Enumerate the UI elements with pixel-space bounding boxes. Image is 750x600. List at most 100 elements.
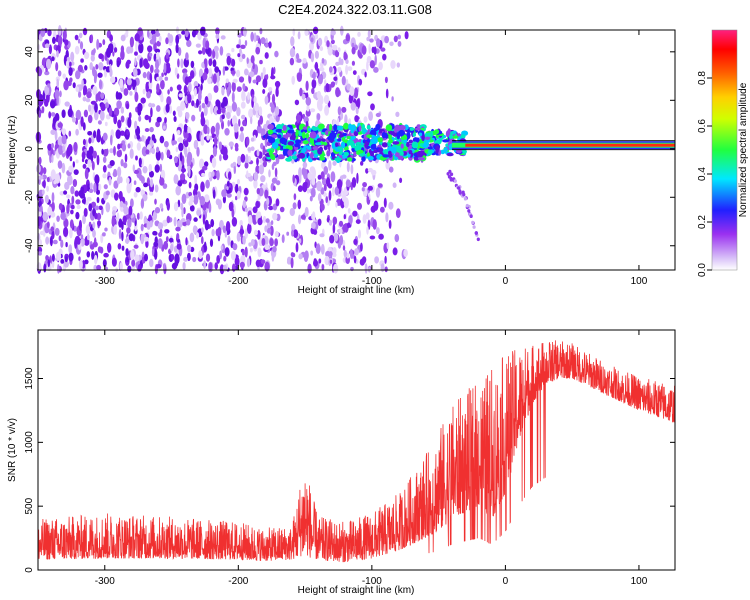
spectrogram-noise-cell xyxy=(236,69,241,78)
spectrogram-signal-cell xyxy=(448,134,453,140)
spectrogram-noise-cell xyxy=(330,39,335,45)
spectrogram-noise-cell xyxy=(298,238,302,244)
spectrogram-noise-cell xyxy=(231,91,235,103)
spectrogram-noise-cell xyxy=(58,203,63,211)
spectrogram-signal-cell xyxy=(308,127,312,132)
spectrogram-noise-cell xyxy=(175,34,180,45)
spectrogram-noise-cell xyxy=(46,185,49,192)
spectrogram-noise-cell xyxy=(219,264,225,275)
spectrogram-noise-cell xyxy=(94,254,98,265)
spectrogram-noise-cell xyxy=(310,37,314,43)
spectrogram-noise-cell xyxy=(345,64,349,75)
spectrogram-noise-cell xyxy=(51,192,55,203)
spectrogram-noise-cell xyxy=(126,130,129,136)
spectrogram-noise-cell xyxy=(164,76,169,81)
spectrogram-branch-cell xyxy=(471,220,475,225)
spectrogram-y-tick-label: -20 xyxy=(24,190,35,205)
spectrogram-noise-cell xyxy=(191,30,197,38)
spectrogram-signal-cell xyxy=(379,128,383,134)
spectrogram-noise-cell xyxy=(260,175,266,183)
spectrogram-noise-cell xyxy=(269,225,274,236)
spectrogram-noise-cell xyxy=(80,116,84,127)
spectrogram-noise-cell xyxy=(215,198,221,206)
spectrogram-noise-cell xyxy=(158,35,162,43)
spectrogram-branch-cell xyxy=(449,178,453,182)
spectrogram-noise-cell xyxy=(77,64,83,73)
spectrogram-noise-cell xyxy=(43,263,47,273)
spectrogram-noise-cell xyxy=(145,149,150,155)
spectrogram-noise-cell xyxy=(404,31,409,40)
spectrogram-noise-cell xyxy=(166,201,170,211)
spectrogram-noise-cell xyxy=(199,158,205,169)
spectrogram-noise-cell xyxy=(75,128,79,136)
spectrogram-noise-cell xyxy=(86,251,91,258)
spectrogram-noise-cell xyxy=(45,58,52,70)
spectrogram-noise-cell xyxy=(236,190,241,199)
spectrogram-noise-cell xyxy=(236,232,241,242)
spectrogram-noise-cell xyxy=(356,98,360,110)
spectrogram-noise-cell xyxy=(228,141,234,147)
spectrogram-noise-cell xyxy=(227,171,232,181)
spectrogram-noise-cell xyxy=(182,262,186,270)
spectrogram-signal-cell xyxy=(311,126,319,131)
spectrogram-noise-cell xyxy=(42,167,47,175)
spectrogram-noise-cell xyxy=(329,234,335,244)
spectrogram-noise-cell xyxy=(39,93,43,100)
spectrogram-noise-cell xyxy=(197,91,202,102)
spectrogram-noise-cell xyxy=(201,102,206,109)
spectrogram-noise-cell xyxy=(200,26,206,36)
spectrogram-noise-cell xyxy=(176,73,180,79)
spectrogram-noise-cell xyxy=(262,89,266,94)
spectrogram-noise-cell xyxy=(361,187,365,192)
spectrogram-noise-cell xyxy=(155,150,161,161)
spectrogram-signal-cell xyxy=(319,156,326,161)
spectrogram-noise-cell xyxy=(149,258,154,268)
spectrogram-noise-cell xyxy=(70,186,75,195)
spectrogram-signal-cell xyxy=(337,125,344,131)
spectrogram-noise-cell xyxy=(257,217,263,226)
spectrogram-noise-cell xyxy=(151,147,156,155)
spectrogram-signal-cell xyxy=(408,150,413,155)
spectrogram-noise-cell xyxy=(138,115,142,122)
spectrogram-noise-cell xyxy=(113,224,118,235)
spectrogram-noise-cell xyxy=(156,116,162,123)
spectrogram-branch-cell xyxy=(476,237,480,242)
spectrogram-noise-cell xyxy=(188,167,191,178)
spectrogram-noise-cell xyxy=(209,238,214,247)
spectrogram-noise-cell xyxy=(98,62,104,71)
spectrogram-noise-cell xyxy=(369,235,376,240)
spectrogram-noise-cell xyxy=(179,151,183,162)
spectrogram-noise-cell xyxy=(84,51,90,60)
spectrogram-noise-cell xyxy=(237,155,242,166)
spectrogram-signal-cell xyxy=(329,123,333,131)
spectrogram-noise-cell xyxy=(226,193,232,198)
spectrogram-noise-cell xyxy=(193,139,199,150)
spectrogram-noise-cell xyxy=(191,100,195,107)
spectrogram-noise-cell xyxy=(352,210,358,217)
spectrogram-noise-cell xyxy=(146,91,151,99)
colorbar-tick-label: 0.6 xyxy=(697,119,708,133)
spectrogram-branch-cell xyxy=(474,231,478,235)
spectrogram-noise-cell xyxy=(117,243,122,250)
spectrogram-noise-cell xyxy=(252,206,258,214)
spectrogram-noise-cell xyxy=(102,149,109,157)
spectrogram-noise-cell xyxy=(123,88,129,96)
spectrogram-noise-cell xyxy=(163,240,169,250)
spectrogram-noise-cell xyxy=(348,93,354,104)
spectrogram-noise-cell xyxy=(134,51,138,56)
spectrogram-noise-cell xyxy=(292,174,296,184)
snr-y-tick-label: 1500 xyxy=(24,367,35,390)
spectrogram-noise-cell xyxy=(241,53,246,60)
spectrogram-noise-cell xyxy=(216,255,221,264)
spectrogram-noise-cell xyxy=(54,227,60,236)
spectrogram-noise-cell xyxy=(227,235,231,246)
spectrogram-signal-cell xyxy=(392,141,400,145)
spectrogram-noise-cell xyxy=(87,131,93,136)
spectrogram-noise-cell xyxy=(320,187,325,195)
spectrogram-noise-cell xyxy=(232,78,238,83)
spectrogram-noise-cell xyxy=(203,58,208,66)
spectrogram-noise-cell xyxy=(332,186,335,197)
spectrogram-noise-cell xyxy=(147,136,151,141)
spectrogram-noise-cell xyxy=(212,146,218,157)
spectrogram-noise-cell xyxy=(240,153,246,163)
